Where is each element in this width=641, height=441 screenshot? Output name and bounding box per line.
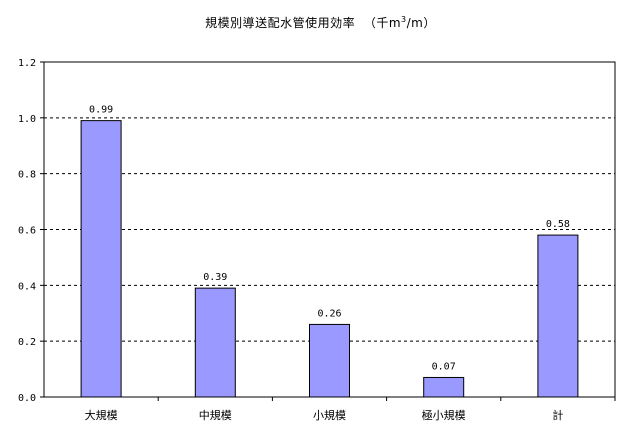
axes xyxy=(40,61,616,401)
y-tick-label: 0.8 xyxy=(18,170,36,181)
labels: 0.0 0.2 0.4 0.6 0.8 1.0 1.2 0.99 大規模 0.39 中規模 0.26 小… xyxy=(18,58,570,422)
bar xyxy=(80,120,122,398)
y-tick-label: 1.2 xyxy=(18,58,36,69)
chart-title: 規模別導送配水管使用効率 （千m3/m） xyxy=(0,14,641,31)
data-label: 0.26 xyxy=(317,308,341,319)
data-label: 0.07 xyxy=(432,361,456,372)
bars xyxy=(80,120,579,398)
bar xyxy=(194,287,236,398)
gridlines xyxy=(44,61,615,342)
chart-unit-prefix: （千m xyxy=(363,16,402,30)
y-tick-label: 0.2 xyxy=(18,337,36,348)
bar xyxy=(537,234,579,398)
x-category-label: 大規模 xyxy=(85,408,118,422)
x-category-label: 中規模 xyxy=(199,408,232,422)
chart-title-text: 規模別導送配水管使用効率 xyxy=(205,16,356,30)
y-tick-label: 0.6 xyxy=(18,226,36,237)
y-tick-label: 1.0 xyxy=(18,114,36,125)
x-category-label: 小規模 xyxy=(313,408,346,422)
bar xyxy=(423,376,465,398)
y-tick-label: 0.4 xyxy=(18,281,36,292)
data-label: 0.99 xyxy=(89,105,113,116)
plot-area-border xyxy=(43,61,616,398)
chart-unit-suffix: /m） xyxy=(406,16,436,30)
chart-unit-superscript: 3 xyxy=(401,15,407,24)
data-label: 0.39 xyxy=(203,272,227,283)
x-category-label: 極小規模 xyxy=(422,408,466,422)
data-label: 0.58 xyxy=(546,219,570,230)
y-tick-label: 0.0 xyxy=(18,393,36,404)
bar xyxy=(309,323,350,398)
x-category-label: 計 xyxy=(552,408,563,422)
